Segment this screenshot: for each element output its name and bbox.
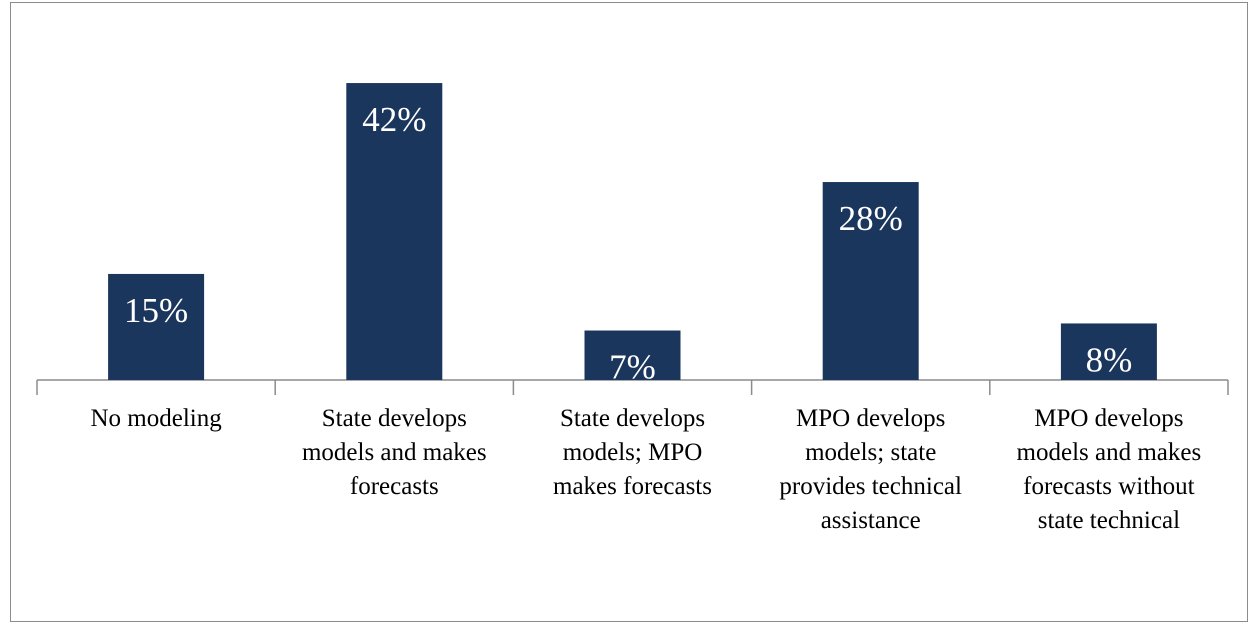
data-label: 15% <box>124 291 188 330</box>
data-label: 42% <box>362 100 426 139</box>
bar <box>1060 323 1157 380</box>
data-label: 28% <box>839 199 903 238</box>
data-label: 7% <box>609 348 656 387</box>
bar <box>108 273 205 380</box>
x-tick-label: State develops models and makes forecast… <box>301 405 487 500</box>
x-tick-label: MPO develops models and makes forecasts … <box>1016 405 1202 534</box>
x-tick-label: MPO develops models; state provides tech… <box>779 405 962 534</box>
bar <box>584 330 681 380</box>
bar <box>346 83 443 380</box>
data-label: 8% <box>1086 340 1133 379</box>
x-tick-label: State develops models; MPO makes forecas… <box>553 405 712 500</box>
x-tick-label: No modeling <box>90 405 222 432</box>
page: 15%42%7%28%8% (() => { const data = JSON… <box>10 2 1248 622</box>
chart: 15% 42% 7% 28% 8% <box>36 83 1229 395</box>
bar <box>822 182 919 380</box>
